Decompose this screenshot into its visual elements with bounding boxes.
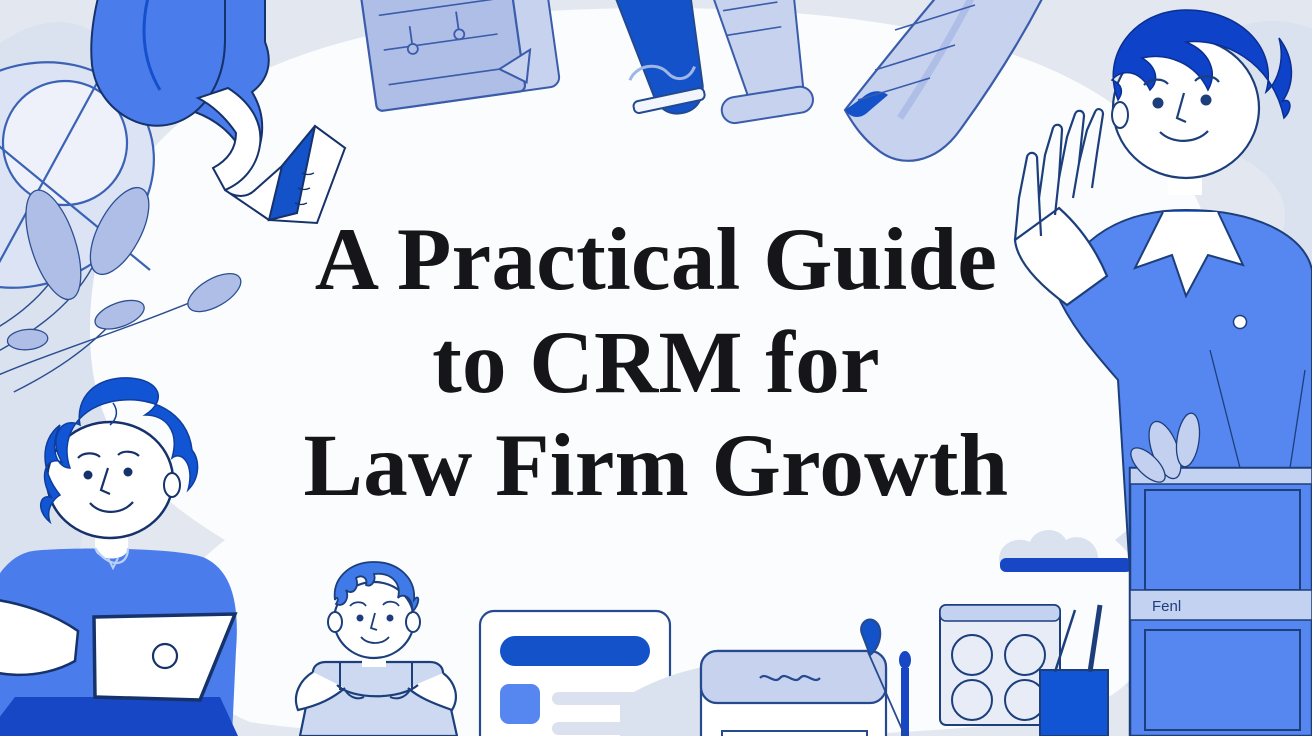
svg-text:Fenl: Fenl xyxy=(1152,598,1181,615)
